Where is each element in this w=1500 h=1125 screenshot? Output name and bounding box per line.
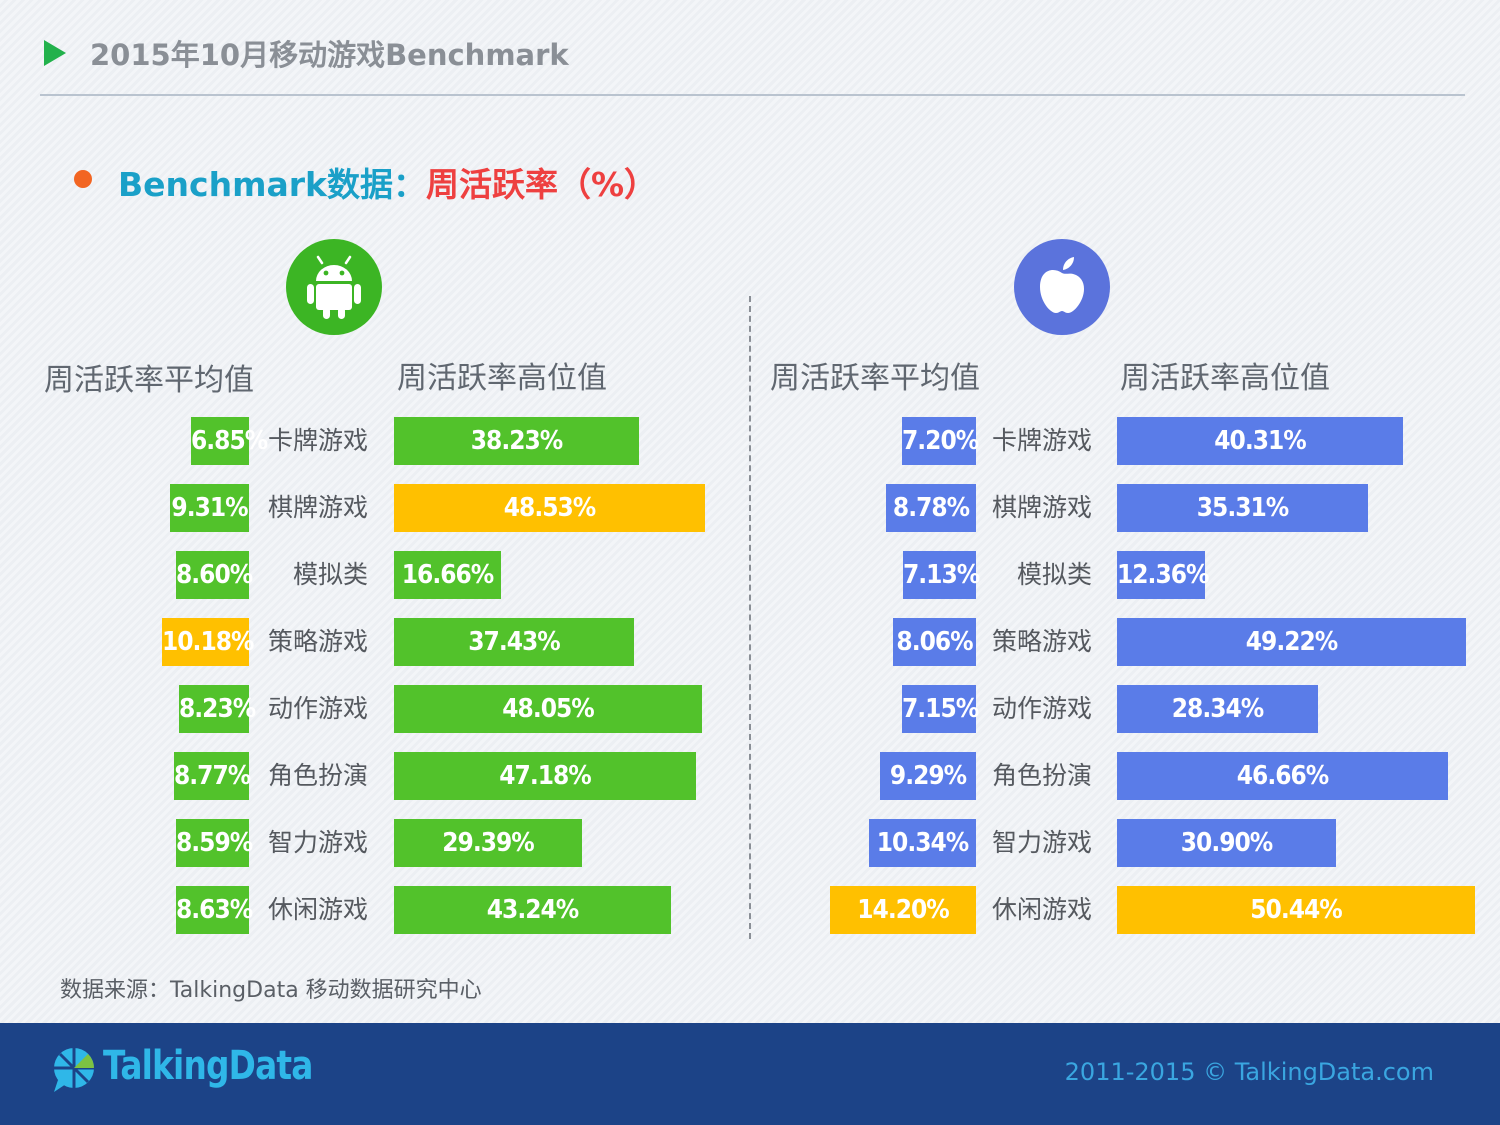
talkingdata-logo-icon [54,1048,94,1092]
bullet-dot-icon [74,170,92,188]
ios-high-bar: 28.34% [1117,685,1318,733]
android-avg-bar: 8.63% [176,886,253,934]
ios-category-label: 角色扮演 [991,761,1092,790]
ios-high-bar: 46.66% [1117,752,1448,800]
ios-high-bar: 30.90% [1117,819,1336,867]
ios-avg-bar: 7.15% [902,685,979,733]
apple-icon [1014,239,1110,335]
header-divider [40,94,1465,96]
ios-category-label: 模拟类 [1016,560,1092,589]
android-category-label: 棋牌游戏 [267,493,368,522]
android-category-label: 策略游戏 [267,627,368,656]
platform-divider [749,296,751,939]
android-category-label: 卡牌游戏 [267,426,368,455]
footer-logo-text: TalkingData [103,1043,313,1089]
ios-category-label: 卡牌游戏 [991,426,1092,455]
ios-high-bar: 50.44% [1117,886,1475,934]
ios-high-bar: 35.31% [1117,484,1368,532]
ios-avg-bar: 14.20% [830,886,976,934]
android-high-bar: 29.39% [394,819,582,867]
android-category-label: 角色扮演 [267,761,368,790]
android-high-bar: 43.24% [394,886,671,934]
android-icon [286,239,382,335]
ios-high-bar: 49.22% [1117,618,1466,666]
ios-avg-bar: 10.34% [869,819,976,867]
ios-category-label: 棋牌游戏 [991,493,1092,522]
play-arrow-icon [44,40,66,66]
android-high-bar: 38.23% [394,417,639,465]
android-avg-bar: 8.23% [179,685,256,733]
ios-category-label: 智力游戏 [991,828,1092,857]
ios-avg-bar: 7.20% [902,417,979,465]
ios-avg-bar: 8.06% [893,618,976,666]
android-high-header: 周活跃率高位值 [397,361,607,396]
android-avg-bar: 6.85% [191,417,268,465]
android-high-bar: 48.05% [394,685,702,733]
android-high-bar: 16.66% [394,551,501,599]
footer-copyright: 2011-2015 © TalkingData.com [1064,1058,1434,1086]
ios-high-header: 周活跃率高位值 [1120,361,1330,396]
android-high-bar: 48.53% [394,484,705,532]
android-category-label: 智力游戏 [267,828,368,857]
android-avg-bar: 10.18% [162,618,254,666]
android-avg-bar: 8.59% [176,819,253,867]
ios-avg-bar: 8.78% [886,484,976,532]
ios-high-bar: 12.36% [1117,551,1209,599]
ios-avg-header: 周活跃率平均值 [770,361,980,396]
ios-category-label: 动作游戏 [991,694,1092,723]
subtitle-metric: 周活跃率（%） [425,165,658,204]
android-high-bar: 47.18% [394,752,696,800]
page-title: 2015年10月移动游戏Benchmark [90,38,569,72]
subtitle-prefix: Benchmark数据： [118,165,426,204]
ios-category-label: 休闲游戏 [991,895,1092,924]
data-source: 数据来源：TalkingData 移动数据研究中心 [60,978,482,1003]
chart-subtitle: Benchmark数据：周活跃率（%） [118,158,657,206]
ios-avg-bar: 9.29% [880,752,976,800]
android-avg-bar: 8.77% [174,752,251,800]
android-avg-bar: 9.31% [170,484,249,532]
ios-avg-bar: 7.13% [903,551,980,599]
android-category-label: 模拟类 [292,560,368,589]
android-high-bar: 37.43% [394,618,634,666]
ios-category-label: 策略游戏 [991,627,1092,656]
android-category-label: 动作游戏 [267,694,368,723]
android-avg-header: 周活跃率平均值 [44,363,254,398]
ios-high-bar: 40.31% [1117,417,1403,465]
android-category-label: 休闲游戏 [267,895,368,924]
android-avg-bar: 8.60% [176,551,253,599]
footer-bar [0,1023,1500,1125]
